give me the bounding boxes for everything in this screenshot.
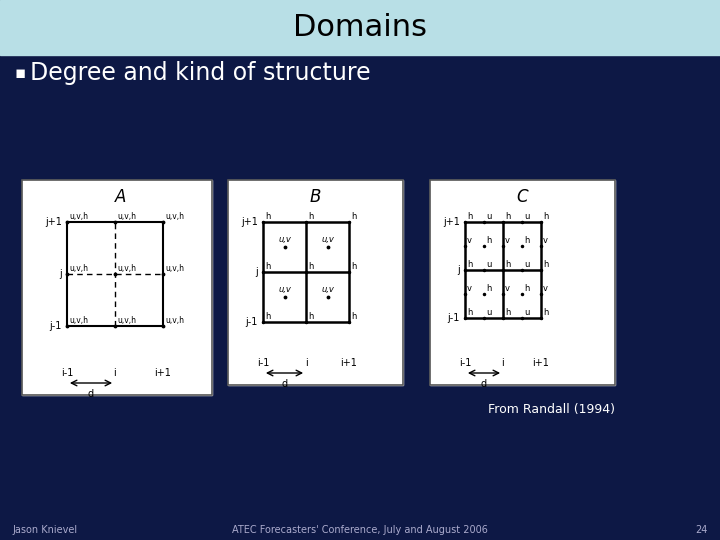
Text: j-1: j-1	[448, 313, 460, 323]
Text: $A$: $A$	[114, 188, 127, 206]
Bar	[22, 180, 212, 395]
Text: u,v,h: u,v,h	[117, 212, 136, 221]
Text: h: h	[543, 260, 549, 269]
Text: Jason Knievel: Jason Knievel	[12, 525, 77, 535]
Text: Domains: Domains	[293, 13, 427, 42]
Text: v: v	[543, 236, 548, 245]
Text: v: v	[467, 236, 472, 245]
Text: j-1: j-1	[246, 317, 258, 327]
Text: h: h	[524, 236, 529, 245]
Text: $B$: $B$	[310, 188, 322, 206]
Text: h: h	[505, 308, 510, 317]
Bar	[465, 222, 541, 318]
Text: h: h	[351, 312, 356, 321]
Text: u: u	[524, 308, 529, 317]
Text: u,v: u,v	[278, 235, 291, 244]
Text: i: i	[502, 358, 505, 368]
Text: j: j	[256, 267, 258, 277]
Text: v: v	[467, 284, 472, 293]
Text: $C$: $C$	[516, 188, 529, 206]
Text: MM5 and others: MM5 and others	[246, 359, 384, 374]
Text: j+1: j+1	[241, 217, 258, 227]
Text: u,v: u,v	[278, 285, 291, 294]
Text: v: v	[505, 284, 510, 293]
Text: u,v,h: u,v,h	[165, 212, 184, 221]
Text: u,v,h: u,v,h	[165, 316, 184, 325]
Text: h: h	[505, 260, 510, 269]
Text: h: h	[265, 262, 271, 271]
Bar	[430, 180, 615, 385]
Bar	[430, 180, 615, 385]
Text: i: i	[305, 358, 307, 368]
Text: u,v,h: u,v,h	[117, 264, 136, 273]
Text: j: j	[457, 265, 460, 275]
Text: h: h	[308, 312, 313, 321]
Text: u,v,h: u,v,h	[69, 264, 88, 273]
Text: i+1: i+1	[155, 368, 171, 378]
Text: d: d	[88, 389, 94, 399]
Text: u,v,h: u,v,h	[69, 212, 88, 221]
Text: h: h	[351, 212, 356, 221]
Text: j+1: j+1	[443, 217, 460, 227]
Text: h: h	[543, 308, 549, 317]
Text: u: u	[486, 308, 491, 317]
Text: u: u	[486, 260, 491, 269]
Text: d: d	[481, 379, 487, 389]
Bar	[0, 0, 720, 55]
Text: u,v: u,v	[321, 235, 334, 244]
Text: d: d	[282, 379, 287, 389]
Text: u,v: u,v	[321, 285, 334, 294]
Text: From Randall (1994): From Randall (1994)	[488, 403, 615, 416]
Text: ▪: ▪	[14, 64, 25, 82]
Text: u: u	[486, 212, 491, 221]
Text: u,v,h: u,v,h	[117, 316, 136, 325]
Text: i-1: i-1	[257, 358, 269, 368]
Text: u,v,h: u,v,h	[69, 316, 88, 325]
Text: h: h	[524, 284, 529, 293]
Text: ATEC Forecasters' Conference, July and August 2006: ATEC Forecasters' Conference, July and A…	[232, 525, 488, 535]
Text: i: i	[114, 368, 117, 378]
Text: Degree and kind of structure: Degree and kind of structure	[30, 61, 371, 85]
Text: h: h	[543, 212, 549, 221]
Bar	[22, 180, 212, 395]
Bar	[228, 180, 403, 385]
Text: j-1: j-1	[50, 321, 62, 331]
Text: h: h	[467, 308, 472, 317]
Text: j+1: j+1	[45, 217, 62, 227]
Text: h: h	[486, 236, 491, 245]
Text: i-1: i-1	[60, 368, 73, 378]
Text: h: h	[467, 212, 472, 221]
Bar	[263, 222, 349, 322]
Text: v: v	[543, 284, 548, 293]
Text: j: j	[59, 269, 62, 279]
Text: h: h	[265, 212, 271, 221]
Text: 24: 24	[696, 525, 708, 535]
Text: u: u	[524, 212, 529, 221]
Text: i+1: i+1	[341, 358, 357, 368]
Bar	[67, 222, 163, 326]
Bar	[228, 180, 403, 385]
Text: h: h	[505, 212, 510, 221]
Text: h: h	[351, 262, 356, 271]
Text: v: v	[505, 236, 510, 245]
Text: h: h	[308, 262, 313, 271]
Text: u: u	[524, 260, 529, 269]
Text: i+1: i+1	[533, 358, 549, 368]
Text: h: h	[308, 212, 313, 221]
Text: h: h	[467, 260, 472, 269]
Text: u,v,h: u,v,h	[165, 264, 184, 273]
Text: h: h	[486, 284, 491, 293]
Text: i-1: i-1	[459, 358, 471, 368]
Text: h: h	[265, 312, 271, 321]
Text: WRF and others: WRF and others	[454, 359, 590, 374]
